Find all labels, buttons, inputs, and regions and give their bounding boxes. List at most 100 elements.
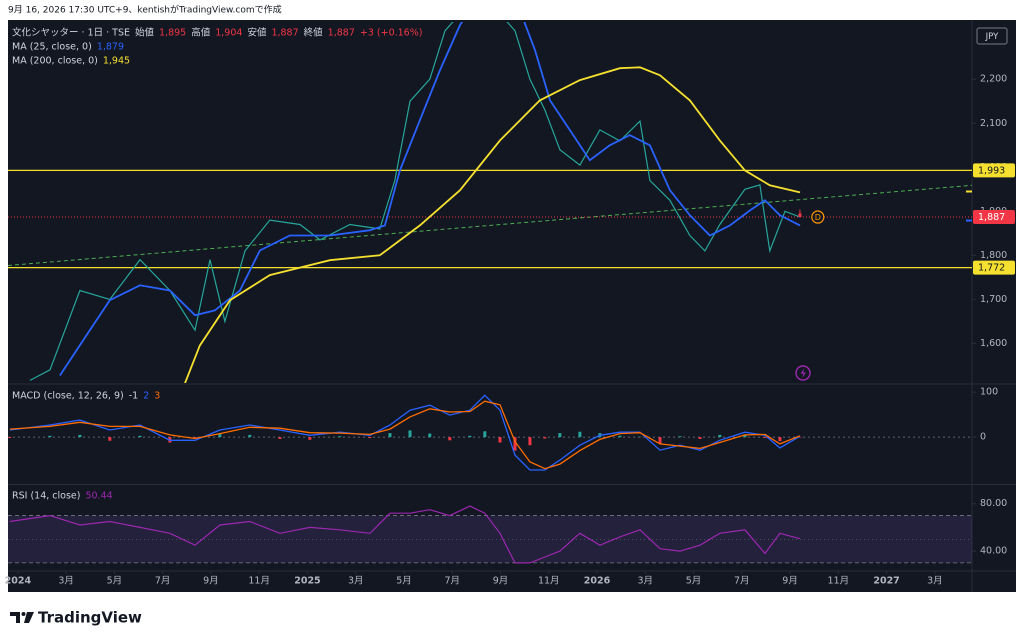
logo-text[interactable]: TradingView <box>38 609 142 627</box>
histogram-bar <box>78 434 82 438</box>
moving-average-line <box>59 22 801 376</box>
y-tick-label: 1,600 <box>980 338 1007 349</box>
x-tick-label: 2027 <box>873 576 899 587</box>
histogram-bar <box>528 437 532 446</box>
price-line <box>29 22 801 381</box>
last-candle-body <box>798 213 802 218</box>
legend-entry: MA (25, close, 0) <box>12 42 92 53</box>
indicator-value: -1 <box>129 391 138 402</box>
hline-price-box <box>973 163 1015 178</box>
last-price-label: 1,887 <box>978 212 1005 223</box>
histogram-bar <box>498 437 502 443</box>
histogram-bar <box>308 437 312 440</box>
histogram-bar <box>428 433 432 438</box>
legend-value: 1,945 <box>103 56 130 67</box>
ohlc-value: 1,895 <box>159 28 186 39</box>
indicator-value: 3 <box>154 391 160 402</box>
histogram-bar <box>718 434 722 438</box>
event-label: D <box>815 213 821 222</box>
histogram-bar <box>48 435 52 438</box>
histogram-bar <box>778 437 782 442</box>
trend-line <box>8 184 972 266</box>
x-tick-label: 2025 <box>294 576 320 587</box>
histogram-bar <box>513 437 517 451</box>
y-tick-label: 100 <box>980 387 998 398</box>
alert-icon[interactable] <box>795 365 811 381</box>
caption: 9月 16, 2026 17:30 UTC+9、kentishがTradingV… <box>8 4 282 16</box>
currency-box[interactable] <box>976 27 1008 45</box>
x-tick-label: 5月 <box>107 576 123 587</box>
histogram-bar <box>338 436 342 438</box>
x-tick-label: 3月 <box>58 576 74 587</box>
ohlc-label: 終値 <box>304 27 324 39</box>
indicator-title: MACD (close, 12, 26, 9) <box>12 391 124 402</box>
ohlc-value: 1,887 <box>271 28 298 39</box>
histogram-bar <box>248 434 252 438</box>
alert-icon-circle[interactable] <box>795 365 811 381</box>
histogram-bar <box>408 430 412 438</box>
legend-entry: MA (200, close, 0) <box>12 56 98 67</box>
x-tick-label: 3月 <box>348 576 364 587</box>
y-tick-label: 2,100 <box>980 118 1007 129</box>
x-tick-label: 11月 <box>248 576 270 587</box>
histogram-bar <box>743 434 747 438</box>
ohlc-value: 1,904 <box>215 28 242 39</box>
y-tick-label: 2,200 <box>980 74 1007 85</box>
legend-symbol: 文化シヤッター · 1日 · TSE <box>12 27 130 39</box>
histogram-bar <box>368 437 372 439</box>
ohlc-value: 1,887 <box>328 28 355 39</box>
hline-price-label: 1,993 <box>978 165 1005 176</box>
logo[interactable]: TradingView <box>10 609 142 627</box>
histogram-bar <box>763 437 767 439</box>
histogram-bar <box>218 433 222 438</box>
histogram-bar <box>543 437 547 439</box>
x-tick-label: 3月 <box>927 576 943 587</box>
moving-average-line <box>184 66 801 383</box>
logo-mark[interactable] <box>24 612 34 623</box>
logo-mark[interactable] <box>10 612 20 623</box>
rsi-line <box>9 505 801 564</box>
histogram-bar <box>658 437 662 444</box>
price-change: +3 (+0.16%) <box>360 28 423 39</box>
y-tick-label: 80.00 <box>980 498 1007 509</box>
histogram-bar <box>388 433 392 438</box>
histogram-bar <box>448 437 452 441</box>
indicator-value: 50.44 <box>85 491 112 502</box>
ohlc-label: 高値 <box>191 27 211 39</box>
y-tick-label: 0 <box>980 432 986 443</box>
y-tick-label: 1,800 <box>980 250 1007 261</box>
x-tick-label: 7月 <box>444 576 460 587</box>
x-tick-label: 5月 <box>686 576 702 587</box>
hline-price-box <box>973 260 1015 275</box>
histogram-bar <box>138 435 142 438</box>
last-price-box <box>973 210 1015 225</box>
x-tick-label: 3月 <box>638 576 654 587</box>
histogram-bar <box>698 437 702 439</box>
currency-label[interactable]: JPY <box>985 32 999 42</box>
y-tick-label: 1,700 <box>980 294 1007 305</box>
x-tick-label: 11月 <box>828 576 850 587</box>
chart-background <box>8 20 1016 592</box>
histogram-bar <box>108 437 112 441</box>
x-tick-label: 2026 <box>584 576 611 587</box>
x-tick-label: 7月 <box>155 576 171 587</box>
x-tick-label: 5月 <box>396 576 412 587</box>
histogram-bar <box>483 431 487 438</box>
histogram-bar <box>578 431 582 438</box>
y-tick-label: 40.00 <box>980 546 1007 557</box>
logo-dot[interactable] <box>21 612 26 616</box>
histogram-bar <box>468 435 472 438</box>
ohlc-label: 始値 <box>135 27 155 39</box>
ohlc-label: 安値 <box>247 27 267 39</box>
histogram-bar <box>278 437 282 439</box>
x-tick-label: 9月 <box>203 576 219 587</box>
alert-icon-bolt[interactable] <box>800 368 807 378</box>
x-tick-label: 7月 <box>734 576 750 587</box>
x-tick-label: 2024 <box>5 576 32 587</box>
histogram-bar <box>8 437 12 439</box>
x-tick-label: 11月 <box>538 576 560 587</box>
legend-value: 1,879 <box>97 42 124 53</box>
